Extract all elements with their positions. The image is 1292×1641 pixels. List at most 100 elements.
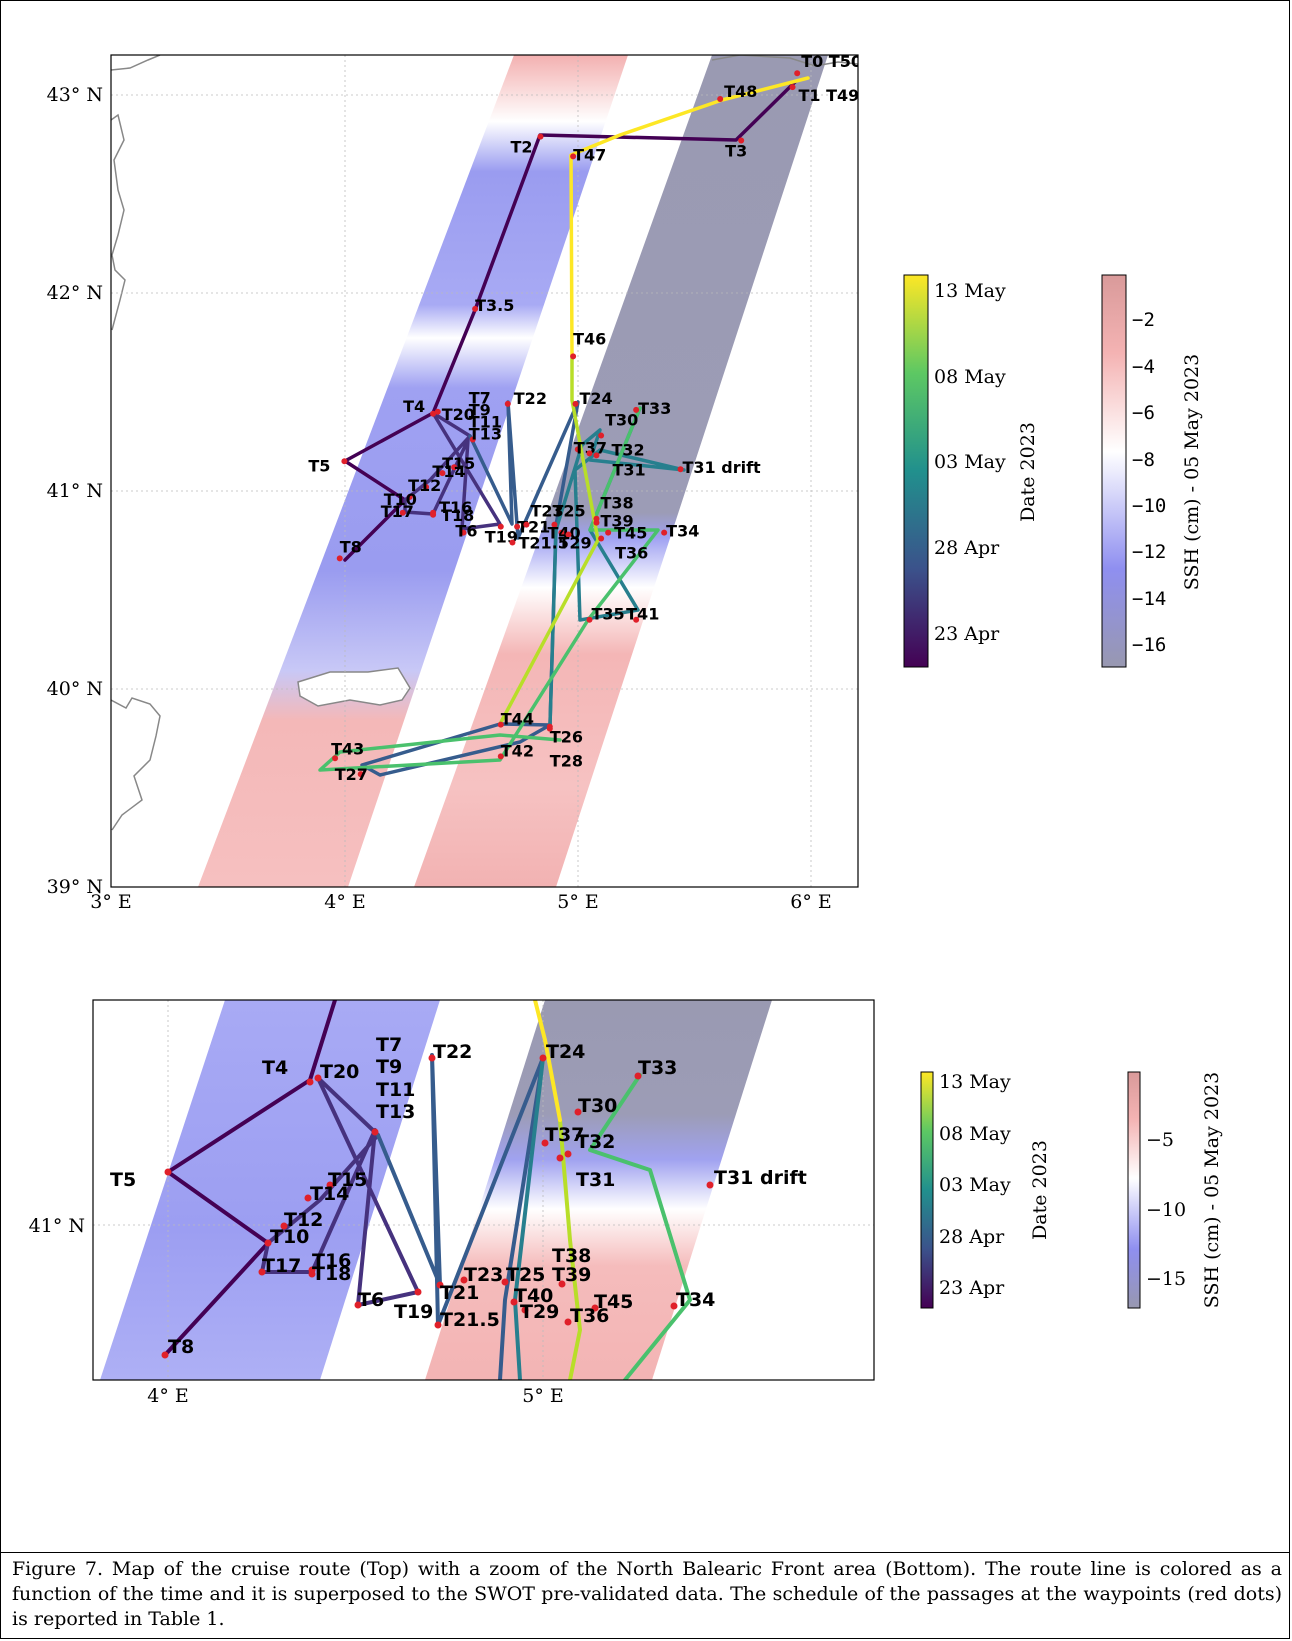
waypoint-dot [504,400,511,407]
zoom-waypoint-label: T30 [578,1095,617,1117]
waypoint-dot [546,725,553,732]
waypoint-dot [332,755,339,762]
waypoint-dot [451,464,458,471]
waypoint-label: T46 [573,329,606,348]
top-map-border [110,54,859,888]
route-leg-7 [569,76,810,357]
zoom-waypoint-label: T20 [320,1061,359,1083]
zoom-ssh-tick-m15: −15 [1146,1268,1186,1290]
coastline-mallorca [111,697,161,831]
zoom-waypoint-label: T8 [168,1336,194,1358]
ssh-tick-m16: −16 [1132,634,1166,656]
waypoint-label: T44 [501,710,534,729]
zoom-waypoint-dot [556,1154,564,1162]
zoom-waypoint-dot [304,1194,312,1202]
waypoint-label: T36 [615,544,648,563]
waypoint-label: T30 [605,411,638,430]
zoom-waypoint-dot [591,1304,599,1312]
zoom-waypoint-dot [428,1054,436,1062]
route-leg-5 [318,406,660,772]
zoom-waypoint-dot [326,1181,334,1189]
ssh-tick-m6: −6 [1132,402,1155,424]
lon-tick-5: 5° E [557,891,599,913]
zoom-time-colorbar-label: Date 2023 [1029,1140,1051,1240]
zoom-waypoint-label: T32 [576,1131,615,1153]
waypoint-label: T27 [335,765,368,784]
waypoint-label: T41 [626,605,659,624]
waypoint-dot [469,436,476,443]
waypoint-label: T31 drift [682,458,761,477]
zoom-waypoint-label: T21.5 [440,1309,500,1331]
bottom-map-border [92,999,875,1381]
zoom-waypoint-label: T29 [520,1301,559,1323]
waypoint-label: T43 [331,739,364,758]
zoom-leg-7 [533,1000,562,1122]
zoom-waypoint-dot [564,1318,572,1326]
waypoint-label: T33 [638,399,671,418]
waypoint-label: T5 [308,456,330,475]
zoom-waypoint-dot [541,1139,549,1147]
waypoint-dot [633,616,640,623]
zoom-lon-tick-4: 4° E [147,1385,189,1407]
zoom-waypoint-label: T37 [545,1124,584,1146]
zoom-leg-2 [260,1076,420,1307]
waypoint-dot [574,446,581,453]
waypoint-label: T3 [725,142,747,161]
waypoint-label: T17 [381,502,414,521]
waypoint-label: T48 [724,82,757,101]
waypoint-dot [509,539,516,546]
waypoint-dot [789,84,796,91]
coastline-provence [711,55,858,67]
waypoint-label: T35 [591,605,624,624]
waypoint-dot [717,95,724,102]
top-grid [111,55,858,887]
ssh-colorbar-top-label: SSH (cm) - 05 May 2023 [1181,354,1203,590]
time-colorbar-label: Date 2023 [1017,422,1039,522]
zoom-waypoint-dot [558,1280,566,1288]
zoom-waypoint-dot [436,1281,444,1289]
time-tick-23apr: 23 Apr [934,623,1000,645]
zoom-waypoint-label: T34 [676,1289,715,1311]
top-lat-ticks: 39° N 40° N 41° N 42° N 43° N [47,84,103,898]
waypoint-dot [497,753,504,760]
waypoint-dot [598,535,605,542]
waypoint-label: T25 [552,502,585,521]
waypoint-label: T42 [501,741,534,760]
waypoint-label: T6 [455,522,477,541]
zoom-waypoint-label: T24 [546,1041,585,1063]
zoom-waypoint-dot [280,1222,288,1230]
waypoint-label: T32 [611,440,644,459]
ssh-tick-m12: −12 [1132,541,1166,563]
waypoint-label: T7 [469,389,491,408]
zoom-waypoint-label: T16 [312,1250,351,1272]
waypoint-label: T22 [514,389,547,408]
waypoint-dot [341,458,348,465]
zoom-waypoint-dot [161,1351,169,1359]
waypoint-label: T40 [547,524,580,543]
waypoint-dot [406,493,413,500]
zoom-ssh-tick-m5: −5 [1146,1129,1174,1151]
time-colorbar-bottom: 13 May 08 May 03 May 28 Apr 23 Apr Date … [920,1071,1051,1309]
waypoint-label: T16 [439,498,472,517]
zoom-waypoint-label: T39 [552,1264,591,1286]
zoom-swath-right [425,1000,772,1380]
ssh-tick-m10: −10 [1132,495,1166,517]
ssh-tick-m8: −8 [1132,449,1155,471]
zoom-waypoint-label: T40 [514,1285,553,1307]
lon-tick-4: 4° E [324,891,366,913]
route-leg-2 [403,411,502,531]
zoom-waypoint-label: T14 [310,1183,349,1205]
zoom-waypoint-label: T25 [506,1264,545,1286]
waypoint-dot [586,450,593,457]
zoom-leg-5 [588,1073,692,1380]
waypoint-dot [434,408,441,415]
time-tick-13may: 13 May [934,280,1006,302]
waypoint-label: T3.5 [475,296,514,315]
waypoint-dot [677,466,684,473]
zoom-waypoint-label: T31 [576,1169,615,1191]
lon-tick-6: 6° E [790,891,832,913]
zoom-waypoint-dot [371,1128,379,1136]
